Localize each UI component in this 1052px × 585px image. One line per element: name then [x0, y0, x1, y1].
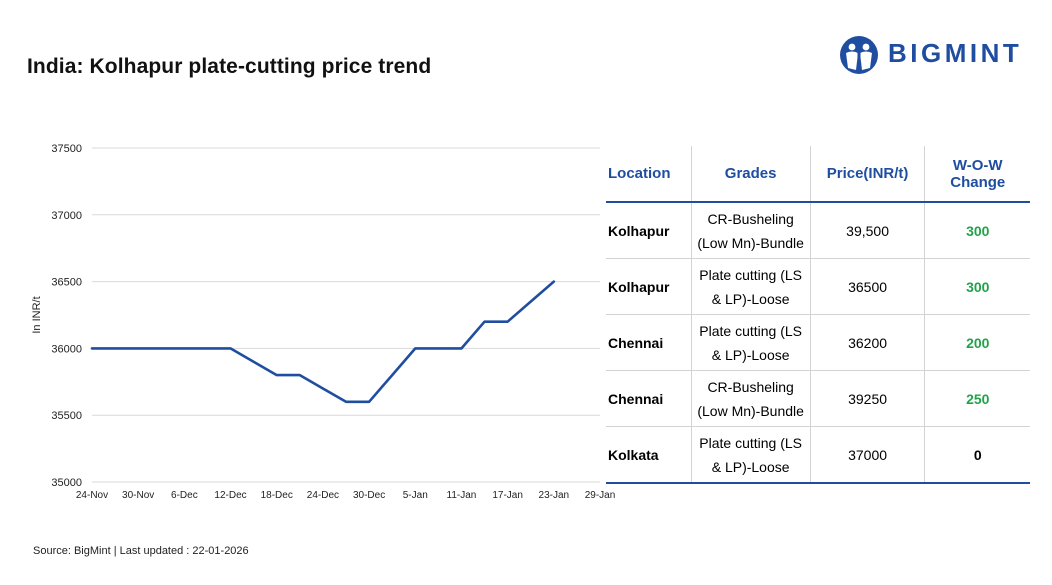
cell-wow-change: 300 — [924, 202, 1030, 259]
cell-grade: CR-Busheling (Low Mn)-Bundle — [690, 370, 811, 427]
cell-price: 36200 — [809, 314, 925, 371]
y-axis-label: In INR/t — [31, 296, 43, 333]
y-tick-label: 37500 — [51, 143, 82, 155]
bigmint-logo: BIGMINT — [838, 34, 1043, 76]
x-tick-label: 29-Jan — [585, 490, 616, 501]
x-tick-label: 30-Nov — [122, 490, 154, 501]
table-row: Chennai Plate cutting (LS & LP)-Loose 3620… — [606, 314, 1030, 371]
x-tick-label: 23-Jan — [539, 490, 570, 501]
x-tick-label: 6-Dec — [171, 490, 198, 501]
x-tick-label: 24-Nov — [76, 490, 108, 501]
x-tick-label: 17-Jan — [492, 490, 523, 501]
y-axis-ticks: 35000 35500 36000 36500 37000 37500 — [51, 143, 82, 489]
y-tick-label: 36500 — [51, 277, 82, 289]
cell-location: Kolhapur — [606, 202, 692, 259]
cell-wow-change: 300 — [924, 258, 1030, 315]
cell-location: Chennai — [606, 370, 692, 427]
cell-wow-change: 250 — [924, 370, 1030, 427]
cell-wow-change: 200 — [924, 314, 1030, 371]
cell-price: 39250 — [809, 370, 925, 427]
series-line-kolhapur — [90, 280, 556, 404]
cell-wow-change: 0 — [924, 426, 1030, 484]
cell-location: Kolhapur — [606, 258, 692, 315]
x-tick-label: 11-Jan — [447, 490, 477, 501]
cell-price: 37000 — [809, 426, 925, 484]
table-row: Chennai CR-Busheling (Low Mn)-Bundle 39250… — [606, 370, 1030, 427]
col-header-price: Price(INR/t) — [809, 146, 925, 203]
logo-wordmark: BIGMINT — [888, 38, 1023, 68]
page-title: India: Kolhapur plate-cutting price tren… — [27, 55, 432, 78]
table-body: Kolhapur CR-Busheling (Low Mn)-Bundle 39,5… — [606, 202, 1030, 484]
x-tick-label: 18-Dec — [261, 490, 293, 501]
col-header-grades: Grades — [690, 146, 811, 203]
x-tick-label: 24-Dec — [307, 490, 339, 501]
y-tick-label: 36000 — [51, 343, 82, 355]
y-tick-label: 37000 — [51, 210, 82, 222]
col-header-location: Location — [606, 146, 692, 203]
logo-people-icon — [840, 36, 878, 74]
price-table: Location Grades Price(INR/t) W-O-W Chang… — [606, 146, 1030, 484]
y-tick-label: 35500 — [51, 410, 82, 422]
table-row: Kolhapur CR-Busheling (Low Mn)-Bundle 39,5… — [606, 202, 1030, 259]
source-note: Source: BigMint | Last updated : 22-01-2… — [33, 545, 249, 557]
cell-grade: Plate cutting (LS & LP)-Loose — [690, 314, 811, 371]
col-header-wow-change: W-O-W Change — [924, 146, 1030, 203]
cell-grade: Plate cutting (LS & LP)-Loose — [690, 426, 811, 484]
x-axis-ticks: 24-Nov 30-Nov 6-Dec 12-Dec 18-Dec 24-Dec 30-De… — [76, 490, 615, 501]
cell-location: Kolkata — [606, 426, 692, 484]
x-tick-label: 30-Dec — [353, 490, 385, 501]
cell-location: Chennai — [606, 314, 692, 371]
cell-grade: CR-Busheling (Low Mn)-Bundle — [690, 202, 811, 259]
table-row: Kolhapur Plate cutting (LS & LP)-Loose 365… — [606, 258, 1030, 315]
gridlines — [92, 147, 600, 483]
cell-price: 36500 — [809, 258, 925, 315]
price-trend-chart: 35000 35500 36000 36500 37000 37500 24-Nov 30-… — [31, 143, 615, 501]
cell-price: 39,500 — [809, 202, 925, 259]
cell-grade: Plate cutting (LS & LP)-Loose — [690, 258, 811, 315]
x-tick-label: 12-Dec — [214, 490, 246, 501]
table-header-row: Location Grades Price(INR/t) W-O-W Chang… — [606, 146, 1030, 203]
y-tick-label: 35000 — [51, 477, 82, 489]
table-row: Kolkata Plate cutting (LS & LP)-Loose 3700… — [606, 426, 1030, 484]
x-tick-label: 5-Jan — [403, 490, 428, 501]
